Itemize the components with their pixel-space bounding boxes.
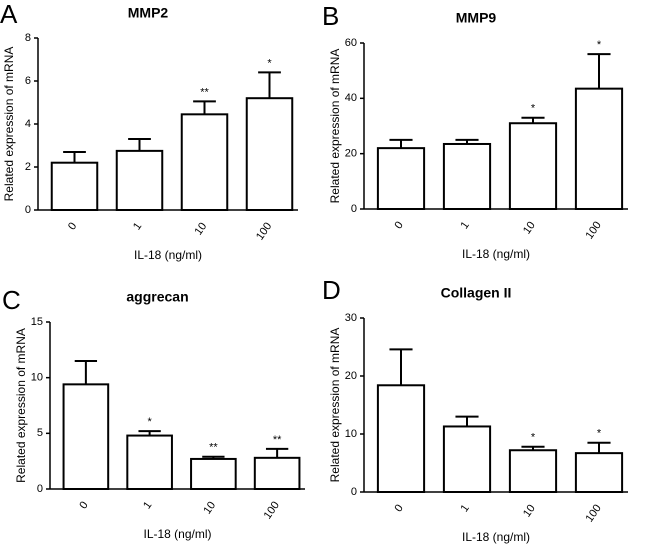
bar bbox=[508, 449, 558, 493]
panel-letter: C bbox=[2, 285, 21, 315]
bar bbox=[574, 452, 624, 494]
y-tick-label: 2 bbox=[25, 161, 31, 173]
bar bbox=[508, 122, 558, 210]
error-bar bbox=[74, 359, 98, 385]
y-tick-label: 30 bbox=[345, 312, 357, 324]
y-axis-label: Related expression of mRNA bbox=[328, 49, 342, 204]
x-axis-label: IL-18 (ng/ml) bbox=[462, 247, 530, 261]
y-tick-label: 20 bbox=[345, 148, 357, 160]
x-tick-label: 0 bbox=[392, 503, 405, 515]
error-bar bbox=[265, 447, 289, 458]
bar bbox=[442, 425, 492, 493]
significance-label: * bbox=[531, 432, 536, 444]
y-tick-label: 10 bbox=[345, 428, 357, 440]
error-bar bbox=[455, 138, 479, 144]
significance-label: * bbox=[267, 57, 272, 69]
x-tick-label: 100 bbox=[583, 220, 603, 242]
y-tick-label: 0 bbox=[25, 204, 31, 216]
x-tick-label: 10 bbox=[521, 220, 538, 237]
y-tick-label: 0 bbox=[351, 486, 357, 498]
error-bar bbox=[587, 53, 611, 89]
x-axis-label: IL-18 (ng/ml) bbox=[143, 527, 211, 541]
y-tick-label: 10 bbox=[31, 372, 43, 384]
y-tick-label: 0 bbox=[351, 203, 357, 215]
bar bbox=[190, 457, 237, 491]
y-tick-label: 5 bbox=[37, 427, 43, 439]
bar bbox=[442, 142, 492, 211]
x-tick-label: 1 bbox=[131, 221, 144, 233]
y-tick-label: 8 bbox=[25, 32, 31, 44]
panel-letter: A bbox=[0, 0, 18, 29]
x-axis-label: IL-18 (ng/ml) bbox=[462, 530, 530, 544]
panel-letter: D bbox=[322, 275, 341, 305]
significance-label: ** bbox=[273, 434, 282, 446]
bar bbox=[180, 113, 229, 211]
significance-label: ** bbox=[200, 86, 209, 98]
significance-label: * bbox=[147, 416, 152, 428]
bar bbox=[376, 147, 426, 210]
x-tick-label: 10 bbox=[201, 500, 218, 517]
significance-label: * bbox=[531, 103, 536, 115]
chart-title: aggrecan bbox=[126, 289, 188, 305]
bar bbox=[62, 383, 110, 491]
bar bbox=[126, 434, 173, 490]
error-bar bbox=[521, 445, 545, 451]
y-axis-label: Related expression of mRNA bbox=[328, 328, 342, 483]
y-tick-label: 20 bbox=[345, 370, 357, 382]
x-axis-label: IL-18 (ng/ml) bbox=[134, 248, 202, 262]
bar bbox=[376, 384, 426, 493]
x-tick-label: 1 bbox=[458, 503, 471, 515]
y-axis-label: Related expression of mRNA bbox=[14, 328, 28, 483]
x-tick-label: 10 bbox=[521, 503, 538, 520]
y-tick-label: 0 bbox=[37, 483, 43, 495]
bar bbox=[245, 97, 294, 211]
error-bar bbox=[587, 441, 611, 454]
error-bar bbox=[389, 138, 413, 149]
error-bar bbox=[138, 430, 161, 436]
x-tick-label: 100 bbox=[583, 503, 603, 525]
x-tick-label: 0 bbox=[77, 500, 90, 512]
x-tick-label: 100 bbox=[254, 221, 274, 243]
panel-letter: B bbox=[322, 1, 339, 31]
bar bbox=[253, 456, 301, 490]
error-bar bbox=[521, 116, 545, 124]
error-bar bbox=[128, 138, 151, 151]
y-tick-label: 4 bbox=[25, 118, 31, 130]
error-bar bbox=[202, 455, 225, 459]
chart-title: MMP9 bbox=[456, 10, 497, 26]
bar bbox=[50, 161, 99, 211]
x-tick-label: 0 bbox=[66, 221, 79, 233]
error-bar bbox=[389, 348, 413, 386]
significance-label: * bbox=[597, 428, 602, 440]
x-tick-label: 1 bbox=[141, 500, 154, 512]
x-tick-label: 10 bbox=[192, 221, 209, 238]
x-tick-label: 100 bbox=[262, 500, 282, 522]
error-bar bbox=[258, 71, 281, 99]
error-bar bbox=[63, 150, 86, 163]
x-tick-label: 1 bbox=[458, 220, 471, 232]
y-tick-label: 60 bbox=[345, 37, 357, 49]
error-bar bbox=[455, 415, 479, 427]
bar bbox=[115, 149, 164, 211]
significance-label: ** bbox=[209, 442, 218, 454]
bar bbox=[574, 87, 624, 210]
x-tick-label: 0 bbox=[392, 220, 405, 232]
y-tick-label: 40 bbox=[345, 92, 357, 104]
significance-label: * bbox=[597, 39, 602, 51]
y-tick-label: 6 bbox=[25, 75, 31, 87]
chart-title: MMP2 bbox=[128, 5, 169, 21]
y-axis-label: Related expression of mRNA bbox=[2, 47, 16, 202]
y-tick-label: 15 bbox=[31, 316, 43, 328]
error-bar bbox=[193, 100, 216, 115]
chart-title: Collagen II bbox=[441, 285, 512, 301]
